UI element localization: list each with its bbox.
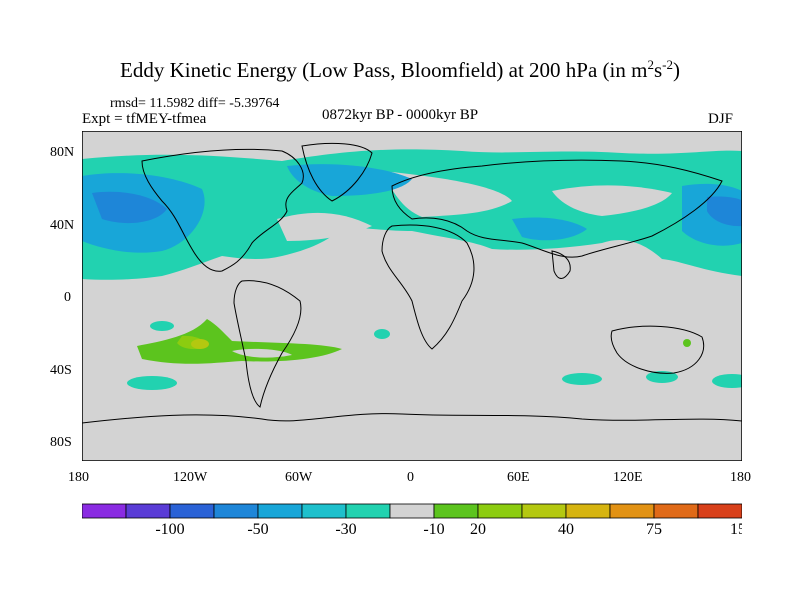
lon-tick-label: 120W: [173, 470, 208, 485]
contour-gap: [232, 348, 292, 358]
map-panel: [82, 131, 742, 461]
colorbar-box: [301, 503, 347, 519]
colorbar-label: -10: [423, 521, 444, 538]
colorbar-box: [345, 503, 391, 519]
contour-core-strong: [707, 196, 742, 227]
contour-patch: [150, 321, 174, 331]
colorbar-box: [213, 503, 259, 519]
colorbar-boxes: [82, 503, 742, 519]
coast-australia: [610, 325, 704, 374]
colorbar-label: 40: [558, 521, 574, 538]
lat-tick-label: 0: [64, 290, 71, 305]
season-label: DJF: [708, 111, 734, 127]
colorbar-box: [125, 503, 171, 519]
colorbar-label: -100: [155, 521, 184, 538]
colorbar-box: [609, 503, 655, 519]
lat-tick-label: 40N: [50, 218, 75, 233]
contour-patch: [127, 376, 177, 390]
colorbar-label: -50: [247, 521, 268, 538]
contour-patch: [562, 373, 602, 385]
coastlines: [82, 142, 742, 424]
contour-band-n: [82, 149, 742, 280]
colorbar-box: [257, 503, 303, 519]
colorbar-box: [433, 503, 479, 519]
contour-positive: [137, 319, 342, 364]
colorbar-label: 20: [470, 521, 486, 538]
coast-north-america: [141, 148, 304, 272]
coast-eurasia: [391, 159, 723, 258]
lon-tick-label: 60W: [285, 470, 313, 485]
lat-tick-label: 80N: [50, 145, 75, 160]
contour-core-eurasia: [512, 217, 587, 241]
colorbar-labels: -100 -50 -30 -10 20 40 75 150: [155, 521, 742, 538]
colorbar-box: [82, 503, 127, 519]
contour-gap: [277, 212, 372, 241]
contour-core-strong: [92, 191, 167, 224]
plot-title: Eddy Kinetic Energy (Low Pass, Bloomfiel…: [120, 57, 680, 82]
colorbar-box: [653, 503, 699, 519]
colorbar-box: [521, 503, 567, 519]
coast-greenland: [301, 142, 373, 202]
colorbar-label: 150: [730, 521, 742, 538]
coast-south-america: [233, 280, 302, 408]
colorbar: -100 -50 -30 -10 20 40 75 150: [82, 503, 742, 538]
lat-tick-label: 40S: [50, 363, 72, 378]
coast-antarctica: [82, 413, 742, 424]
colorbar-box: [389, 503, 435, 519]
lon-tick-label: 120E: [613, 470, 643, 485]
contour-patch: [683, 339, 691, 347]
contour-patch: [374, 329, 390, 339]
lat-tick-label: 80S: [50, 435, 72, 450]
contour-patch: [712, 374, 742, 388]
contour-gap: [552, 185, 672, 216]
colorbar-box: [565, 503, 611, 519]
period-label: 0872kyr BP - 0000kyr BP: [321, 107, 479, 123]
colorbar-box: [169, 503, 215, 519]
contour-gap: [382, 171, 512, 217]
contour-fills: [82, 149, 742, 390]
contour-patch: [646, 371, 678, 383]
lon-tick-label: 180: [68, 470, 89, 485]
lon-tick-label: 180: [730, 470, 751, 485]
lon-tick-label: 0: [407, 470, 414, 485]
rmsd-diff-label: rmsd= 11.5982 diff= -5.39764: [110, 96, 280, 111]
coast-africa: [381, 224, 475, 350]
experiment-label: Expt = tfMEY-tfmea: [82, 111, 207, 127]
colorbar-box: [697, 503, 742, 519]
coast-india: [551, 250, 571, 279]
contour-positive-peak: [191, 339, 209, 349]
colorbar-label: 75: [646, 521, 662, 538]
lon-tick-label: 60E: [507, 470, 530, 485]
colorbar-label: -30: [335, 521, 356, 538]
colorbar-box: [477, 503, 523, 519]
